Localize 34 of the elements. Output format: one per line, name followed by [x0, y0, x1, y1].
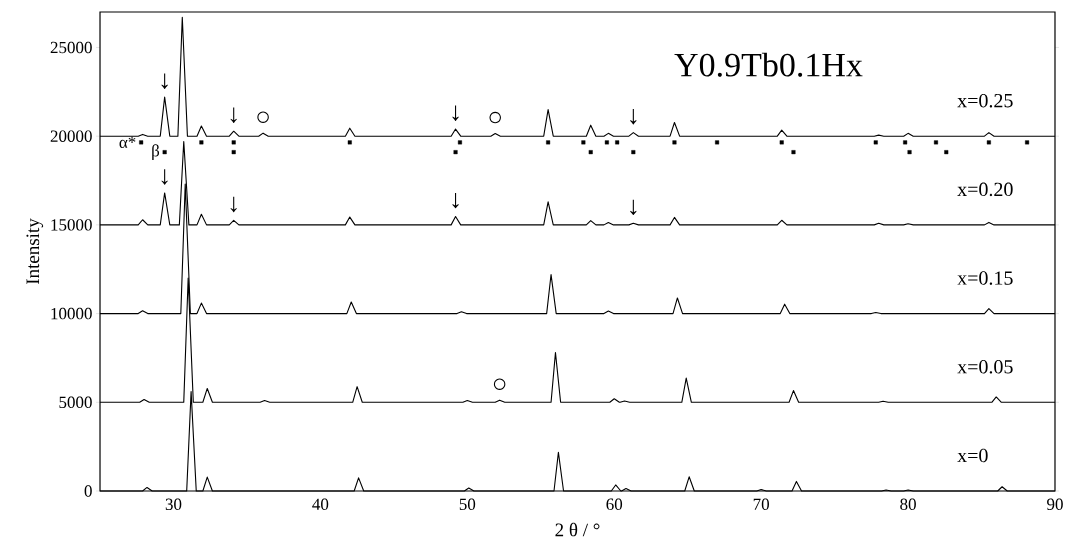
series-label: x=0	[957, 448, 988, 463]
annotation: ↓	[161, 73, 168, 89]
annotation: ↓	[630, 109, 637, 125]
annotation: ↓	[452, 192, 459, 209]
annotation: ↓	[230, 196, 237, 213]
annotation: ○	[493, 378, 506, 390]
x-tick-label: 40	[312, 498, 329, 510]
x-tick-label: 30	[165, 498, 182, 510]
y-axis-title: Intensity	[26, 218, 44, 285]
x-tick-label: 80	[900, 498, 916, 510]
y-tick-label: 0	[84, 485, 92, 497]
x-tick-label: 90	[1047, 498, 1063, 510]
annotation: ↓	[452, 105, 459, 121]
annotation: ○	[489, 111, 501, 124]
x-axis-title: 2 θ / °	[555, 522, 600, 537]
annotation: ↓	[230, 107, 237, 124]
series-label: x=0.05	[957, 360, 1013, 374]
y-tick-label: 15000	[51, 219, 92, 231]
x-tick-label: 60	[606, 498, 623, 510]
y-tick-label: 20000	[50, 130, 92, 142]
y-tick-label: 25000	[50, 41, 92, 54]
series-label: x=0.15	[957, 271, 1013, 285]
series-label: x=0.20	[957, 182, 1013, 197]
annotation: ↓	[161, 169, 168, 185]
series-label: β	[152, 144, 160, 160]
y-tick-label: 10000	[51, 307, 92, 320]
annotation: ○	[257, 111, 269, 123]
text: Y0.9Tb0.1Hx	[674, 52, 863, 77]
series-label: α*	[119, 136, 136, 149]
x-tick-label: 70	[753, 498, 770, 510]
x-tick-label: 50	[459, 498, 476, 510]
y-tick-label: 5000	[59, 396, 92, 409]
series-label: x=0.25	[957, 93, 1013, 108]
annotation: ↓	[630, 199, 637, 216]
